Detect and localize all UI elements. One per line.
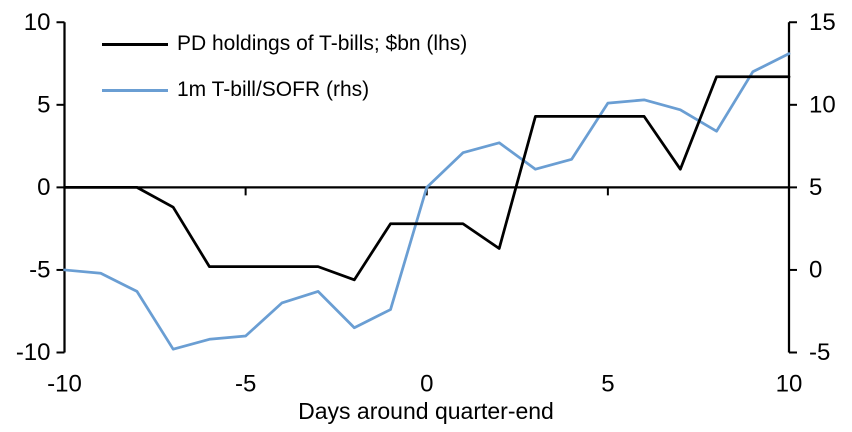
right-y-axis: 15 10 5 0 -5 (787, 9, 836, 366)
legend-line-sample-black (102, 43, 168, 46)
chart-legend: PD holdings of T-bills; $bn (lhs) 1m T-b… (102, 33, 467, 102)
right-axis-tick-label: 5 (809, 174, 822, 201)
right-axis-tick-label: 0 (809, 256, 822, 283)
left-y-axis: 10 5 0 -5 -10 (16, 9, 66, 366)
left-axis-tick-label: 10 (24, 9, 51, 36)
x-axis-tick-label: 0 (420, 371, 433, 398)
x-axis-tick-label: -10 (47, 371, 82, 398)
left-axis-tick-label: -10 (16, 339, 51, 366)
x-axis-tick-label: 5 (601, 371, 614, 398)
series-line-tbill-sofr (63, 52, 791, 351)
x-axis: -10 -5 0 5 10 (47, 186, 803, 398)
series-line-pd-holdings (63, 75, 791, 282)
left-axis-tick-label: 0 (37, 174, 50, 201)
left-axis-tick-label: 5 (37, 91, 50, 118)
right-axis-tick-label: 15 (809, 9, 836, 36)
legend-item-pd-holdings: PD holdings of T-bills; $bn (lhs) (102, 33, 467, 56)
legend-line-sample-blue (102, 89, 168, 92)
left-axis-tick-label: -5 (29, 256, 50, 283)
x-axis-tick-label: 10 (776, 371, 803, 398)
legend-label-tbill-sofr: 1m T-bill/SOFR (rhs) (177, 78, 370, 101)
legend-item-tbill-sofr: 1m T-bill/SOFR (rhs) (102, 79, 467, 102)
legend-label-pd-holdings: PD holdings of T-bills; $bn (lhs) (177, 32, 468, 55)
x-axis-tick-label: -5 (235, 371, 256, 398)
right-axis-tick-label: -5 (809, 339, 830, 366)
x-axis-title: Days around quarter-end (298, 398, 554, 424)
right-axis-tick-label: 10 (809, 91, 836, 118)
